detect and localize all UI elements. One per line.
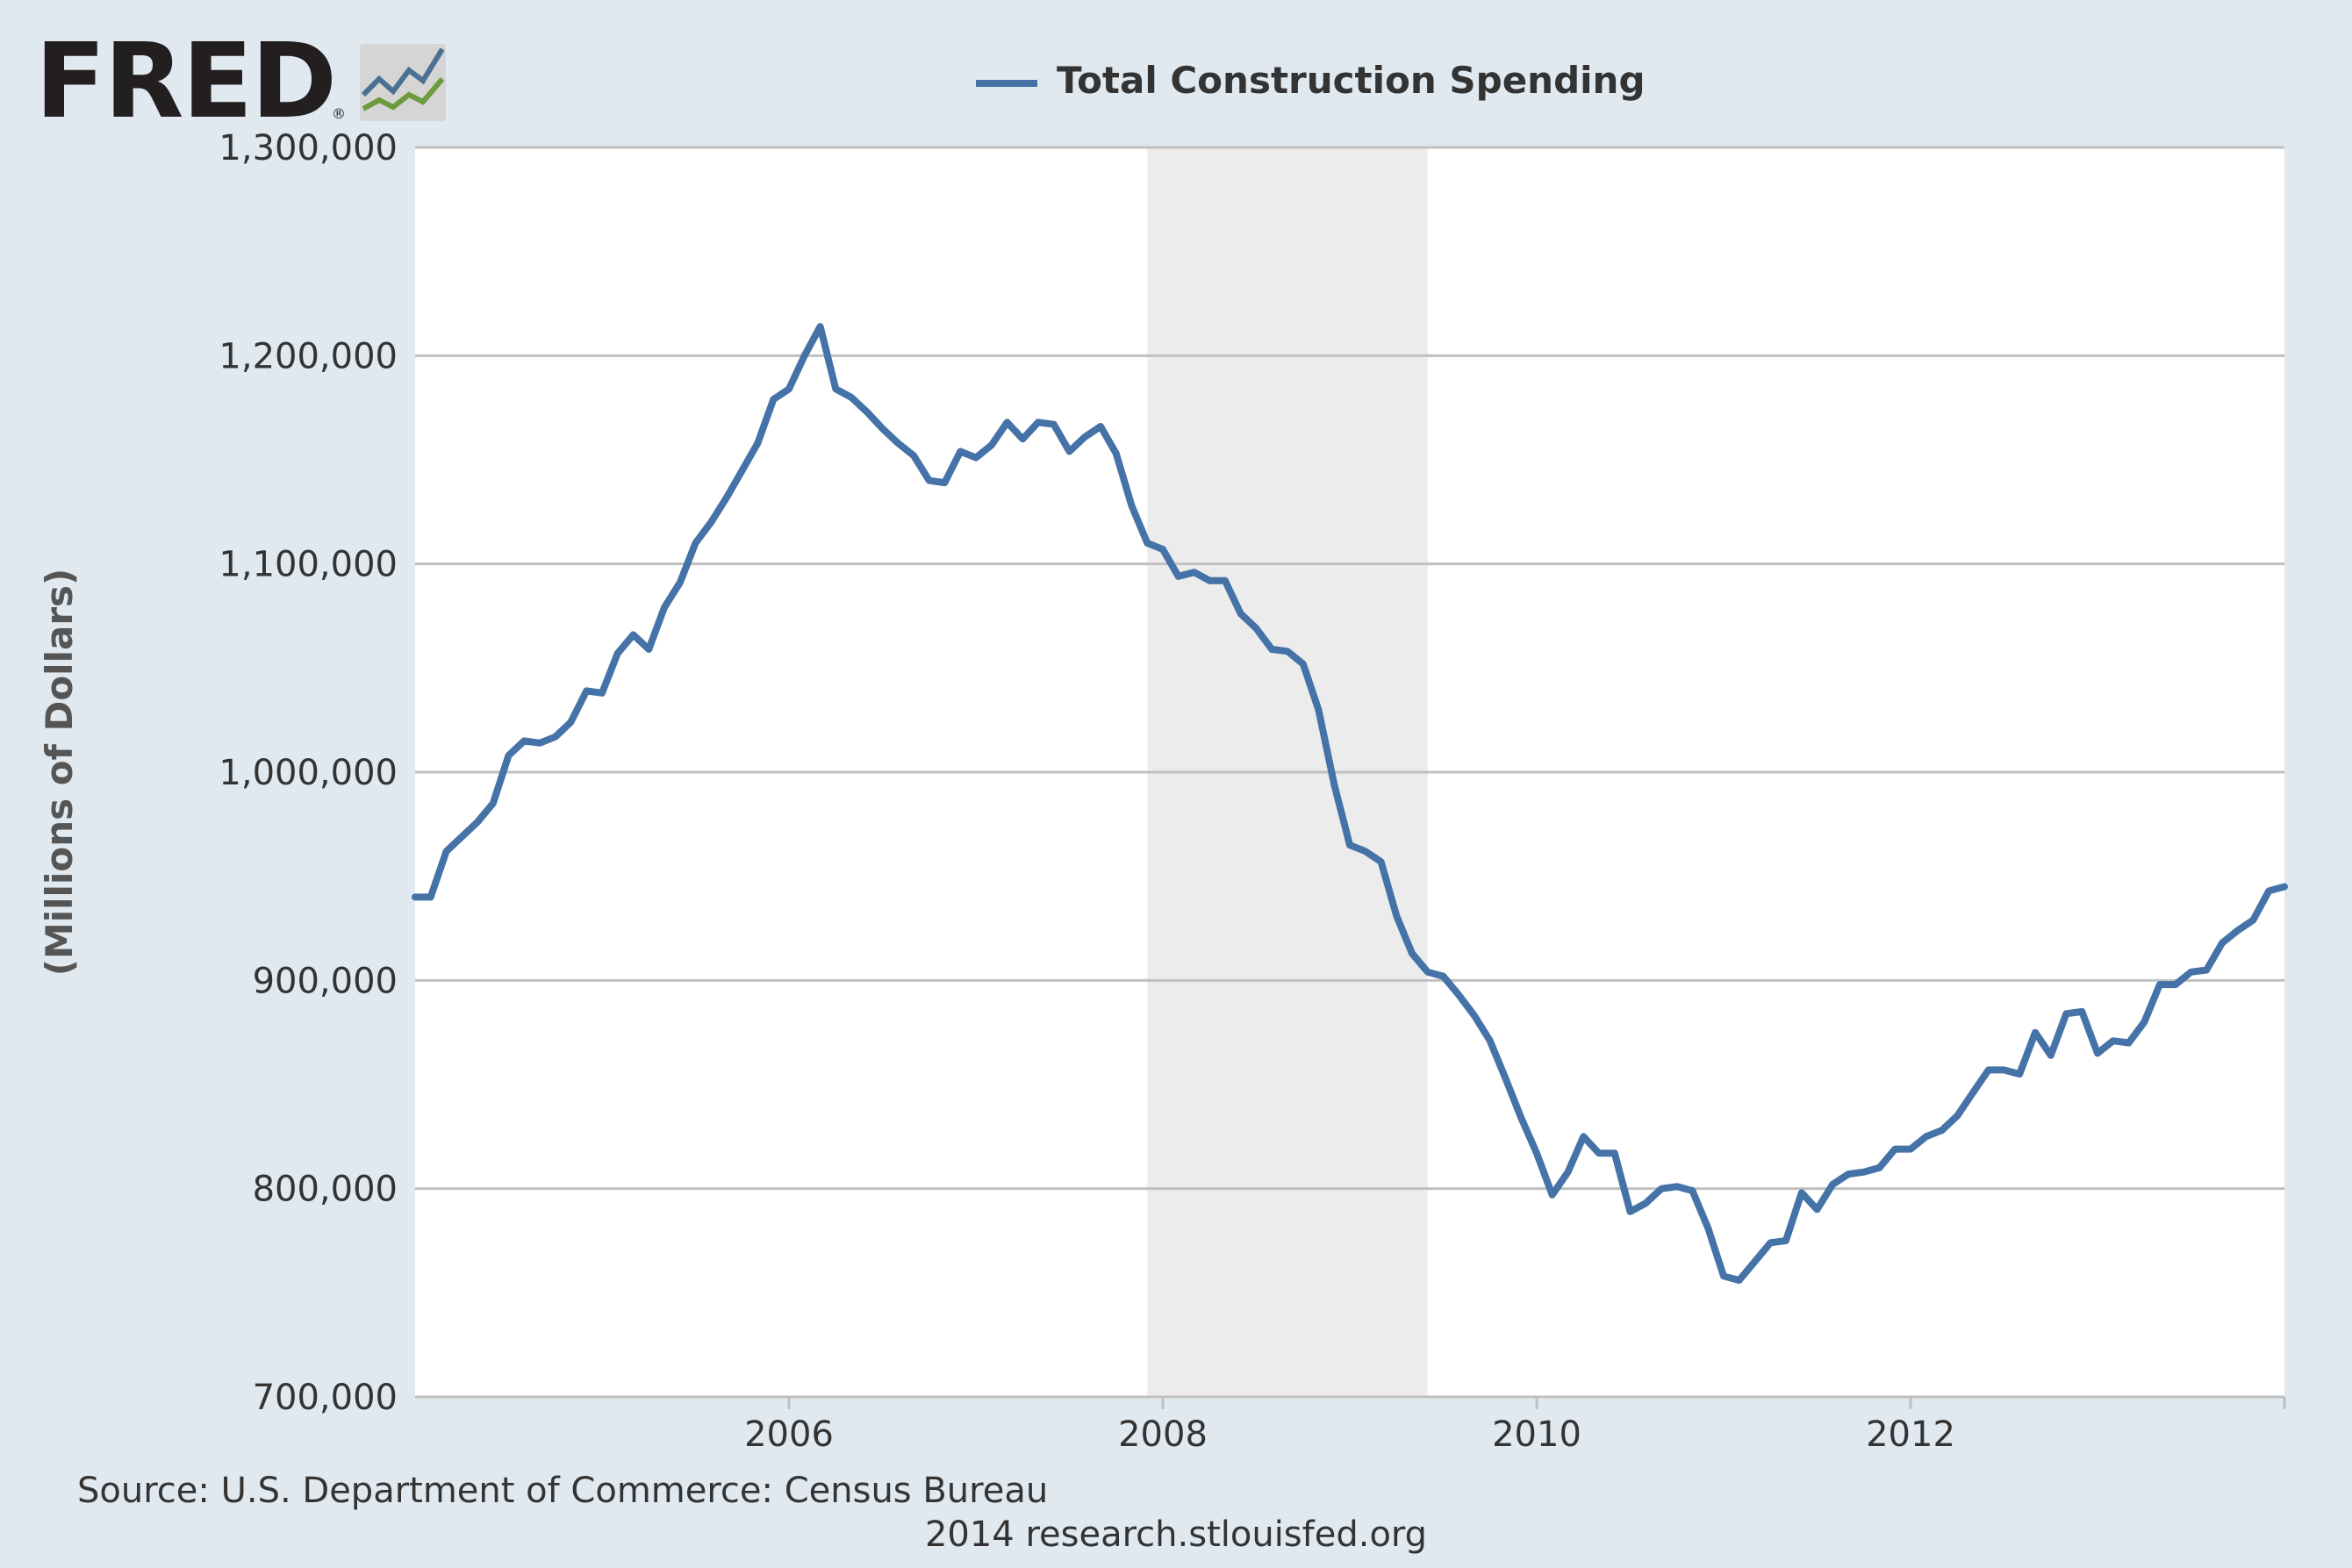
x-tick-label: 2012 (1866, 1414, 1955, 1455)
footer-credit: 2014 research.stlouisfed.org (925, 1514, 1427, 1555)
series-line-total-construction-spending (412, 323, 2288, 1285)
x-tick-label: 2010 (1492, 1414, 1581, 1455)
y-axis-title: (Millions of Dollars) (38, 569, 81, 976)
y-tick-label: 800,000 (253, 1170, 398, 1210)
y-tick-label: 1,300,000 (219, 128, 398, 168)
y-tick-label: 700,000 (253, 1378, 398, 1418)
logo-text: FRED (35, 20, 335, 141)
legend: Total Construction Spending (976, 59, 1646, 102)
fred-graph-icon (360, 44, 446, 121)
y-tick-label: 1,100,000 (219, 545, 398, 585)
x-tick-label: 2006 (744, 1414, 834, 1455)
y-tick-label: 1,000,000 (219, 753, 398, 793)
x-axis-tick-labels: 2006 2008 2010 2012 (415, 1395, 2286, 1455)
x-tick-label: 2008 (1118, 1414, 1208, 1455)
fred-logo[interactable]: FRED ® (35, 20, 446, 141)
y-axis-tick-labels: 700,000 800,000 900,000 1,000,000 1,100,000 1… (219, 128, 398, 1418)
footer-source: Source: U.S. Department of Commerce: Cen… (77, 1471, 1048, 1511)
legend-label: Total Construction Spending (1057, 59, 1646, 102)
gridlines (415, 146, 2284, 1399)
y-tick-label: 900,000 (253, 961, 398, 1001)
logo-registered-mark: ® (332, 105, 346, 122)
y-tick-label: 1,200,000 (219, 336, 398, 376)
